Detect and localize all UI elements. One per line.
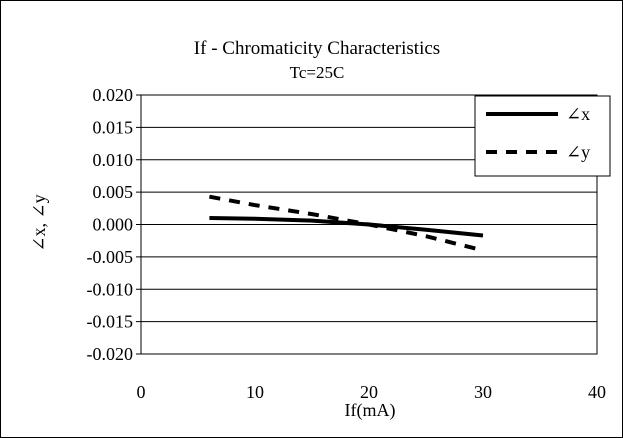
y-tick-label: -0.005 xyxy=(87,247,134,267)
y-tick-label: -0.020 xyxy=(87,344,134,364)
y-tick-label: 0.000 xyxy=(93,215,134,235)
legend: ∠x ∠y xyxy=(475,96,610,176)
y-tick-label: 0.005 xyxy=(93,182,134,202)
legend-label-dx: ∠x xyxy=(566,104,590,124)
y-tick-label: 0.020 xyxy=(93,85,134,105)
legend-label-dy: ∠y xyxy=(566,142,590,162)
x-tick-label: 10 xyxy=(246,382,264,402)
y-tick-label: 0.010 xyxy=(93,150,134,170)
x-tick-label: 40 xyxy=(588,382,606,402)
y-tick-label: -0.015 xyxy=(87,312,134,332)
x-tick-label: 20 xyxy=(360,382,378,402)
chart-subtitle: Tc=25C xyxy=(290,63,345,82)
y-axis-label: ∠x, ∠y xyxy=(29,194,49,251)
x-axis-label: If(mA) xyxy=(345,400,396,421)
y-axis-ticks: 0.020 0.015 0.010 0.005 0.000 -0.005 -0.010 -0.… xyxy=(87,85,142,364)
chart-title: If - Chromaticity Characteristics xyxy=(194,38,440,59)
x-tick-label: 30 xyxy=(474,382,492,402)
y-tick-label: 0.015 xyxy=(93,117,134,137)
x-tick-label: 0 xyxy=(137,382,146,402)
y-tick-label: -0.010 xyxy=(87,279,134,299)
